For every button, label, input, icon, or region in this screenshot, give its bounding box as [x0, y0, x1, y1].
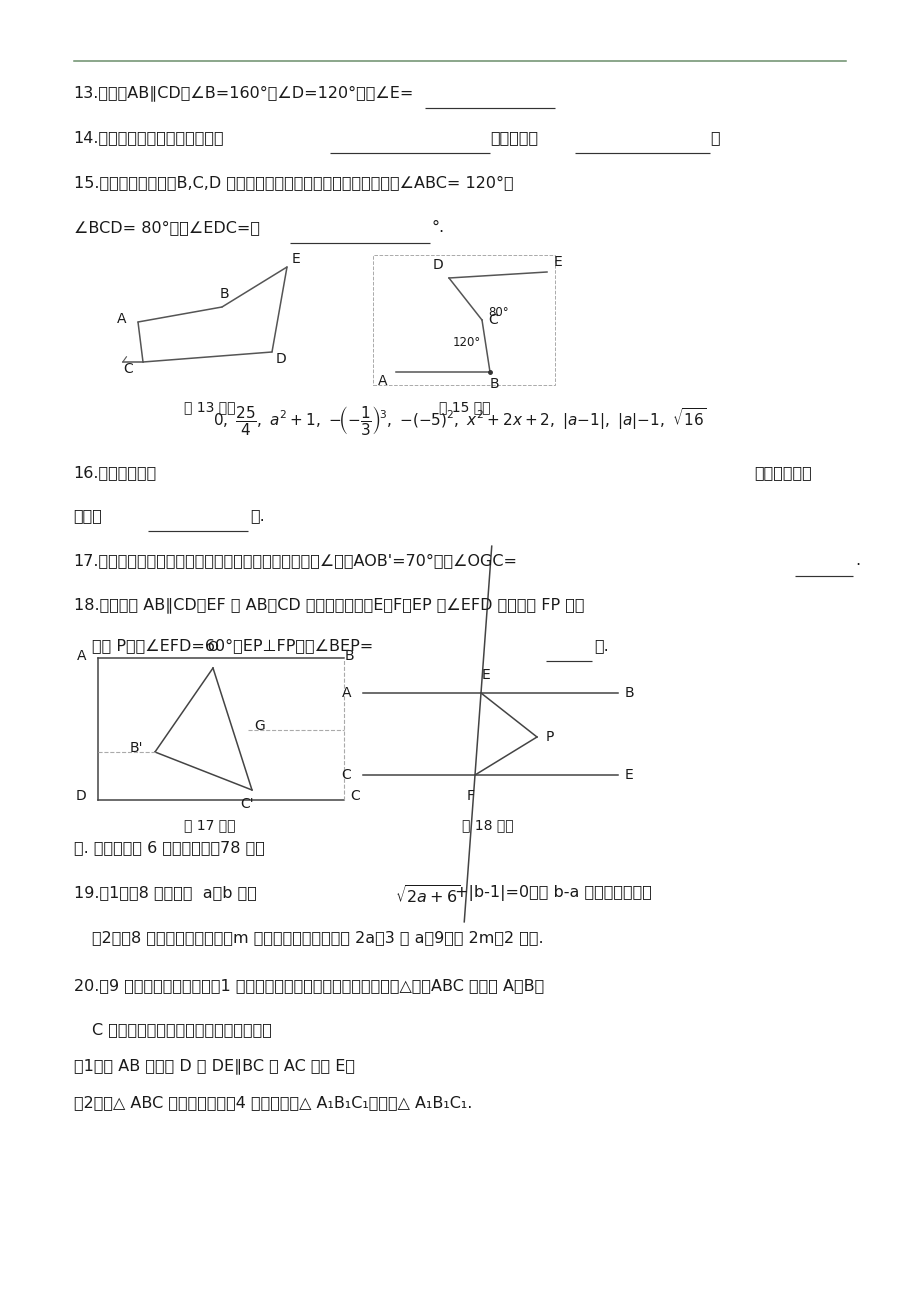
Text: 16.在下列各数中: 16.在下列各数中: [74, 465, 156, 480]
Text: C 在小正方形的顶点上，利用网格作图：: C 在小正方形的顶点上，利用网格作图：: [92, 1022, 272, 1037]
Text: A: A: [117, 313, 126, 326]
Text: B: B: [220, 287, 230, 301]
Text: O: O: [208, 640, 218, 654]
Text: E: E: [624, 767, 632, 782]
Text: 15.某江段江水流经　B,C,D 三点拐弯后与原来流向相同　，如图，若∠ABC= 120°，: 15.某江段江水流经 B,C,D 三点拐弯后与原来流向相同 ，如图，若∠ABC=…: [74, 175, 513, 190]
Text: D: D: [276, 352, 286, 366]
Text: C: C: [488, 313, 497, 327]
Text: B: B: [489, 377, 499, 391]
Text: A: A: [76, 649, 86, 663]
Text: 19.（1）（8 分）已知  a、b 满足: 19.（1）（8 分）已知 a、b 满足: [74, 885, 256, 900]
Bar: [372, 255, 554, 384]
Text: D: D: [432, 258, 443, 272]
Text: 13.如图，AB∥CD，∠B=160°，∠D=120°，则∠E=: 13.如图，AB∥CD，∠B=160°，∠D=120°，则∠E=: [74, 85, 414, 100]
Text: 80°: 80°: [487, 305, 508, 318]
Text: A: A: [377, 374, 387, 388]
Text: $\sqrt{2a+6}$: $\sqrt{2a+6}$: [394, 885, 460, 907]
Text: E: E: [553, 254, 562, 268]
Text: 第 15 题图: 第 15 题图: [438, 400, 490, 414]
Text: 度.: 度.: [594, 638, 608, 653]
Text: B: B: [624, 685, 633, 700]
Text: B: B: [344, 649, 354, 663]
Text: 17.如图，把一张长方形纸条按图中那样折叠后，若得到∠　　AOB'=70°，则∠OGC=: 17.如图，把一张长方形纸条按图中那样折叠后，若得到∠ AOB'=70°，则∠O…: [74, 552, 517, 568]
Text: 于点 P，且∠EFD=60°，EP⊥FP，则∠BEP=: 于点 P，且∠EFD=60°，EP⊥FP，则∠BEP=: [92, 638, 373, 653]
Text: D: D: [76, 790, 86, 803]
Text: C: C: [350, 790, 359, 803]
Text: 个.: 个.: [250, 508, 265, 523]
Text: 第 17 题图: 第 17 题图: [184, 818, 235, 833]
Text: C: C: [341, 767, 351, 782]
Text: $0,\ \dfrac{25}{4},\ a^2+1,\ {-}\!\left({-}\dfrac{1}{3}\right)^{\!3},\ {-}({-5}): $0,\ \dfrac{25}{4},\ a^2+1,\ {-}\!\left(…: [213, 404, 706, 437]
Text: C': C': [241, 797, 254, 812]
Text: C: C: [123, 361, 133, 375]
Text: F: F: [466, 788, 474, 803]
Text: G: G: [255, 719, 265, 734]
Text: 第 13 题图: 第 13 题图: [184, 400, 235, 414]
Text: （2）（8 分）如果一个正数　m 的两个平方根分别是　 2a－3 和 a－9，求 2m－2 的值.: （2）（8 分）如果一个正数 m 的两个平方根分别是 2a－3 和 a－9，求 …: [92, 930, 543, 945]
Text: 。: 。: [709, 130, 719, 145]
Text: E: E: [481, 667, 490, 681]
Text: .: .: [854, 552, 859, 568]
Text: 20.（9 分）如图，在边长为　1 个单位长度的小正方形组成的网格中，△　　ABC 的顶点 A、B、: 20.（9 分）如图，在边长为 1 个单位长度的小正方形组成的网格中，△ ABC…: [74, 979, 543, 993]
Text: 第 18 题图: 第 18 题图: [461, 818, 513, 833]
Text: 14.等角的补角相等，题设是: 14.等角的补角相等，题设是: [74, 130, 224, 145]
Text: +|b-1|=0，求 b-a 的算术平方根。: +|b-1|=0，求 b-a 的算术平方根。: [455, 885, 652, 900]
Text: E: E: [291, 253, 301, 266]
Text: ，结论是: ，结论是: [490, 130, 538, 145]
Text: P: P: [545, 730, 553, 744]
Text: ∠BCD= 80°，则∠EDC=: ∠BCD= 80°，则∠EDC=: [74, 220, 259, 235]
Text: 120°: 120°: [452, 335, 481, 348]
Text: A: A: [341, 685, 351, 700]
Text: °.: °.: [432, 220, 445, 235]
Text: 数有: 数有: [74, 508, 102, 523]
Text: （2）将△ ABC 水平向右平移　4 个单位得到△ A₁B₁C₁，画出△ A₁B₁C₁.: （2）将△ ABC 水平向右平移 4 个单位得到△ A₁B₁C₁，画出△ A₁B…: [74, 1095, 471, 1110]
Text: 三. 简答题（共 6 小题，总分　78 分）: 三. 简答题（共 6 小题，总分 78 分）: [74, 840, 264, 855]
Text: （1）过 AB 的中点 D 作 DE∥BC 交 AC 于点 E；: （1）过 AB 的中点 D 作 DE∥BC 交 AC 于点 E；: [74, 1058, 354, 1074]
Text: 有平方根的个: 有平方根的个: [754, 465, 811, 480]
Text: 18.如图，若 AB∥CD，EF 与 AB、CD 分别相交于点　E、F，EP 与∠EFD 的平分线 FP 相交: 18.如图，若 AB∥CD，EF 与 AB、CD 分别相交于点 E、F，EP 与…: [74, 597, 584, 612]
Text: B': B': [130, 741, 143, 754]
